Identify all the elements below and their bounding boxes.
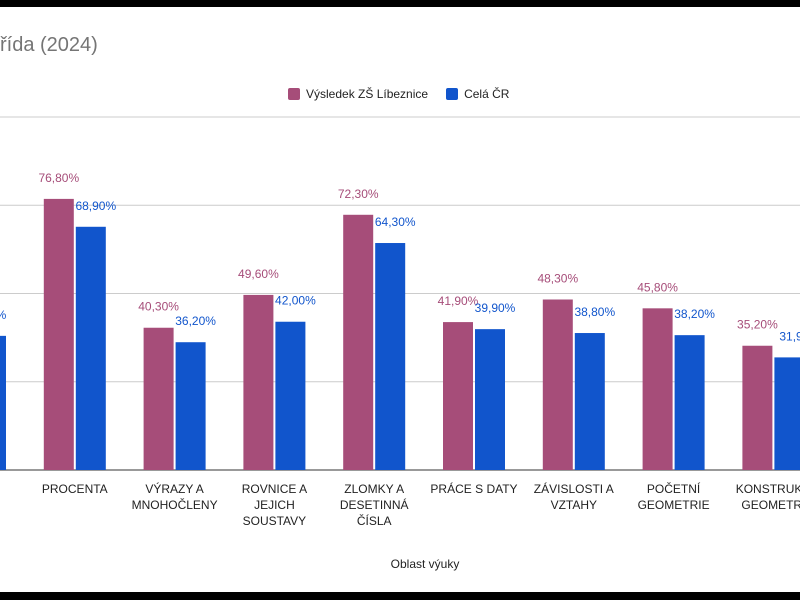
data-label: 68,90% <box>75 199 116 213</box>
data-label: 35,20% <box>737 318 778 332</box>
x-tick-label: VÝRAZY A <box>145 481 203 496</box>
x-tick-label: POČETNÍ <box>647 481 701 496</box>
bar <box>275 321 306 470</box>
x-tick-label: SOUSTAVY <box>243 514 307 528</box>
bar <box>143 327 174 470</box>
bar <box>674 335 705 470</box>
data-label: 72,30% <box>338 187 379 201</box>
data-label: 45,80% <box>637 280 678 294</box>
bar <box>774 357 800 470</box>
bar <box>443 322 473 470</box>
bar <box>742 345 773 470</box>
legend-item-school: Výsledek ZŠ Líbeznice <box>288 87 428 101</box>
x-tick-label: ZLOMKY A <box>344 482 404 496</box>
data-label: 48,30% <box>537 272 578 286</box>
bar <box>343 214 374 470</box>
data-label: 36,20% <box>175 314 216 328</box>
chart-frame: řída (2024) Výsledek ZŠ Líbeznice Celá Č… <box>0 7 800 592</box>
bar <box>43 198 74 470</box>
x-tick-label: PRÁCE S DATY <box>430 481 517 496</box>
legend: Výsledek ZŠ Líbeznice Celá ČR <box>288 87 527 101</box>
bar <box>375 243 406 470</box>
legend-item-cr: Celá ČR <box>446 87 509 101</box>
bar-chart: ,0%ÍE,Y76,80%68,90%PROCENTA40,30%36,20%V… <box>0 116 800 528</box>
x-tick-label: VZTAHY <box>551 498 597 512</box>
x-axis-title: Oblast výuky <box>390 557 460 571</box>
bar <box>542 299 573 470</box>
legend-swatch-cr <box>446 88 459 100</box>
chart-title: řída (2024) <box>0 34 98 56</box>
x-tick-label: MNOHOČLENY <box>132 497 218 512</box>
legend-label-school: Výsledek ZŠ Líbeznice <box>306 87 429 101</box>
x-tick-label: ROVNICE A <box>242 482 307 496</box>
bar <box>642 308 673 470</box>
data-label: 76,80% <box>38 171 79 185</box>
data-label: 49,60% <box>238 267 279 281</box>
legend-swatch-school <box>288 88 300 100</box>
data-label: 41,90% <box>438 294 479 308</box>
data-label: 38,20% <box>674 307 715 321</box>
x-tick-label: JEJICH <box>254 498 295 512</box>
data-label: 39,90% <box>475 301 516 315</box>
data-label: 40,30% <box>138 300 179 314</box>
bar <box>0 335 6 470</box>
data-label: 64,30% <box>375 215 416 229</box>
x-tick-label: DESETINNÁ <box>340 497 409 512</box>
x-tick-label: ZÁVISLOSTI A <box>534 481 614 496</box>
x-tick-label: PROCENTA <box>42 482 108 496</box>
x-tick-label: GEOMETRI <box>741 498 800 512</box>
bar <box>75 226 106 470</box>
bar <box>175 342 206 470</box>
x-tick-label: KONSTRUKČ <box>736 481 800 496</box>
bar <box>475 329 505 470</box>
data-label: 42,00% <box>275 294 316 308</box>
data-label: ,0% <box>0 308 7 322</box>
bar <box>243 294 274 470</box>
data-label: 38,80% <box>574 305 615 319</box>
bar <box>574 333 605 470</box>
x-tick-label: GEOMETRIE <box>638 498 710 512</box>
legend-label-cr: Celá ČR <box>464 87 510 101</box>
data-label: 31,90 <box>779 329 800 343</box>
x-tick-label: ČÍSLA <box>357 513 392 528</box>
